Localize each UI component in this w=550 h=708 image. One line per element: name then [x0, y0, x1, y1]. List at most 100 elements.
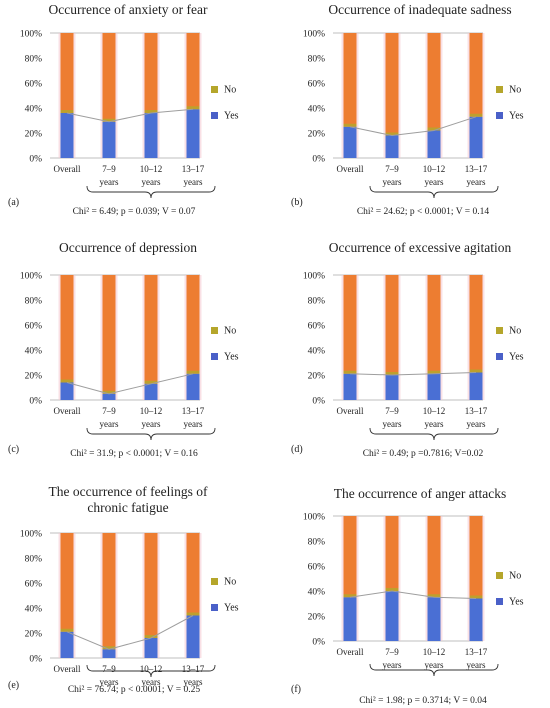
bar-yes	[144, 638, 158, 658]
x-tick-label: Overall	[337, 647, 364, 657]
age-group-brace	[86, 664, 216, 678]
statistics-text: Chi² = 0.49; p =0.7816; V=0.02	[363, 449, 484, 459]
panel-letter: (a)	[8, 197, 19, 208]
bar-yes	[186, 373, 200, 400]
bar-no	[144, 275, 158, 384]
bar-no	[469, 33, 483, 117]
bar-yes	[427, 373, 441, 400]
x-tick-label: Overall	[337, 406, 364, 416]
bar-no	[385, 33, 399, 136]
x-tick-label: 13–17 years	[182, 664, 205, 687]
legend-label-no: No	[509, 85, 521, 96]
panel-letter: (e)	[8, 680, 19, 691]
y-tick-label: 0%	[29, 655, 42, 665]
bar-yes	[144, 113, 158, 158]
age-group-brace	[369, 427, 499, 441]
bar-boundary	[385, 372, 399, 375]
x-tick-label: 13–17 years	[182, 406, 205, 429]
bar-boundary	[102, 646, 116, 650]
bar-boundary	[343, 594, 357, 598]
x-tick-label: 10–12 years	[423, 406, 446, 429]
x-tick-label: 7–9 years	[383, 647, 402, 670]
chart-panel-d: Occurrence of excessive agitation 0% 20% 40…	[291, 240, 524, 459]
y-tick-label: 0%	[29, 397, 42, 407]
legend-label-no: No	[224, 85, 236, 96]
bar-boundary	[60, 379, 74, 383]
trend-line	[349, 116, 477, 137]
chart-panel-e: The occurrence of feelings of chronic fat…	[8, 484, 239, 695]
bar-yes	[343, 597, 357, 641]
panel-letter: (c)	[8, 444, 19, 455]
panel-letter: (b)	[291, 197, 303, 208]
bar-boundary	[427, 370, 441, 374]
y-tick-label: 80%	[308, 55, 326, 65]
y-tick-label: 20%	[308, 613, 326, 623]
bar-yes	[385, 375, 399, 400]
bar-yes	[343, 126, 357, 158]
bar-yes	[186, 109, 200, 158]
y-tick-label: 0%	[312, 638, 325, 648]
legend-label-yes: Yes	[224, 111, 239, 122]
legend-label-yes: Yes	[509, 111, 524, 122]
x-tick-label: 10–12 years	[140, 406, 163, 429]
legend-swatch-yes	[496, 112, 503, 119]
bar-yes	[469, 372, 483, 400]
y-tick-label: 40%	[308, 105, 326, 115]
chart-panel-c: Occurrence of depression 0% 20% 40% 60% 80% 10…	[8, 240, 239, 459]
legend-label-no: No	[224, 577, 236, 588]
y-tick-label: 80%	[308, 297, 326, 307]
bar-no	[102, 533, 116, 650]
legend-swatch-no	[211, 327, 218, 334]
bar-yes	[144, 383, 158, 400]
y-tick-label: 0%	[312, 397, 325, 407]
x-tick-label: 10–12 years	[423, 164, 446, 187]
bar-boundary	[144, 635, 158, 638]
bar-no	[144, 533, 158, 638]
trend-line	[66, 373, 194, 395]
y-tick-label: 60%	[308, 563, 326, 573]
bar-yes	[60, 631, 74, 658]
bar-no	[102, 275, 116, 394]
y-tick-label: 0%	[29, 155, 42, 165]
chart-title: The occurrence of anger attacks	[334, 486, 506, 501]
age-group-brace	[86, 427, 216, 441]
chart-panel-a: Occurrence of anxiety or fear 0% 20% 40% 60%…	[8, 2, 239, 217]
y-tick-label: 60%	[25, 80, 43, 90]
legend-swatch-yes	[211, 604, 218, 611]
x-tick-label: 13–17 years	[465, 164, 488, 187]
bar-yes	[186, 615, 200, 658]
x-tick-label: 7–9 years	[383, 164, 402, 187]
y-tick-label: 80%	[25, 297, 43, 307]
bar-yes	[427, 130, 441, 158]
x-tick-label: 7–9 years	[100, 164, 119, 187]
bar-boundary	[427, 594, 441, 598]
y-tick-label: 100%	[20, 30, 42, 40]
bar-boundary	[102, 390, 116, 394]
chart-panel-f: The occurrence of anger attacks 0% 20% 40% 6…	[291, 486, 524, 706]
trend-line	[66, 108, 194, 123]
bar-boundary	[186, 106, 200, 110]
bar-no	[102, 33, 116, 122]
trend-line	[66, 615, 194, 650]
bar-boundary	[186, 612, 200, 616]
y-tick-label: 20%	[25, 130, 43, 140]
y-tick-label: 40%	[25, 347, 43, 357]
x-tick-label: 7–9 years	[100, 664, 119, 687]
legend-swatch-yes	[211, 112, 218, 119]
y-tick-label: 40%	[308, 347, 326, 357]
bar-no	[343, 275, 357, 374]
chart-panel-b: Occurrence of inadequate sadness 0% 20% 40%…	[291, 2, 524, 217]
y-tick-label: 80%	[25, 55, 43, 65]
statistics-text: Chi² = 31.9; p < 0.0001; V = 0.16	[70, 449, 198, 459]
bar-no	[385, 516, 399, 591]
legend-swatch-no	[496, 86, 503, 93]
legend-swatch-no	[496, 572, 503, 579]
bar-no	[343, 516, 357, 598]
y-tick-label: 20%	[25, 630, 43, 640]
bar-no	[186, 33, 200, 110]
chart-title: Occurrence of depression	[59, 240, 197, 255]
bar-yes	[385, 135, 399, 158]
y-tick-label: 60%	[308, 322, 326, 332]
y-tick-label: 80%	[308, 538, 326, 548]
